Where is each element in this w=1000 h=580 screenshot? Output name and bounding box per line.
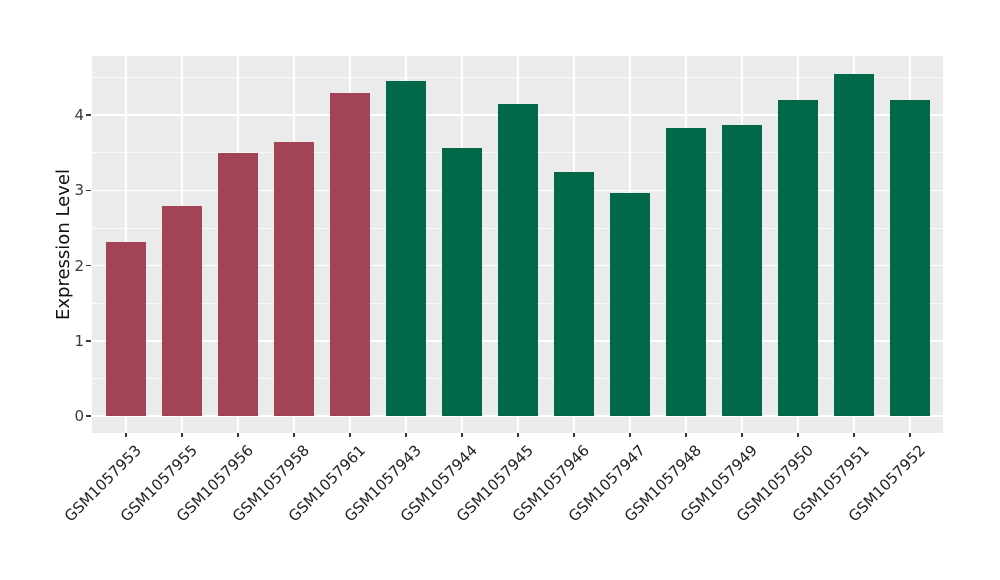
x-tick-mark	[909, 433, 911, 437]
x-tick-mark	[125, 433, 127, 437]
bar-GSM1057943	[386, 80, 426, 416]
x-tick-mark	[517, 433, 519, 437]
bar-GSM1057944	[442, 148, 482, 416]
x-tick-mark	[349, 433, 351, 437]
bar-GSM1057951	[834, 73, 874, 416]
x-tick-mark	[685, 433, 687, 437]
bar-GSM1057945	[498, 103, 538, 416]
bar-GSM1057947	[610, 193, 650, 416]
y-tick-label: 0	[74, 407, 84, 425]
x-tick-mark	[573, 433, 575, 437]
bar-GSM1057948	[666, 127, 706, 416]
bar-GSM1057961	[330, 92, 370, 416]
x-tick-mark	[741, 433, 743, 437]
x-tick-mark	[461, 433, 463, 437]
bar-GSM1057946	[554, 172, 594, 416]
bar-GSM1057955	[162, 206, 202, 416]
x-tick-mark	[853, 433, 855, 437]
y-tick-label: 2	[74, 256, 84, 275]
x-tick-mark	[629, 433, 631, 437]
bar-GSM1057949	[722, 124, 762, 416]
bar-GSM1057952	[890, 100, 930, 416]
y-tick-label: 4	[74, 106, 84, 125]
x-tick-mark	[293, 433, 295, 437]
y-tick-label: 1	[74, 331, 84, 350]
y-tick-mark	[86, 114, 91, 116]
y-tick-label: 3	[74, 181, 84, 200]
bar-GSM1057956	[218, 152, 258, 416]
x-tick-mark	[237, 433, 239, 437]
y-tick-mark	[86, 189, 91, 192]
bar-GSM1057958	[274, 141, 314, 416]
x-tick-mark	[405, 433, 407, 437]
y-tick-mark	[86, 415, 91, 417]
plot-panel	[92, 56, 943, 433]
y-tick-mark	[86, 264, 91, 267]
bar-GSM1057950	[778, 100, 818, 416]
y-tick-mark	[86, 340, 91, 342]
bar-GSM1057953	[106, 242, 146, 416]
x-tick-mark	[181, 433, 183, 437]
x-tick-mark	[797, 433, 799, 437]
y-axis-title: Expression Level	[53, 169, 74, 320]
